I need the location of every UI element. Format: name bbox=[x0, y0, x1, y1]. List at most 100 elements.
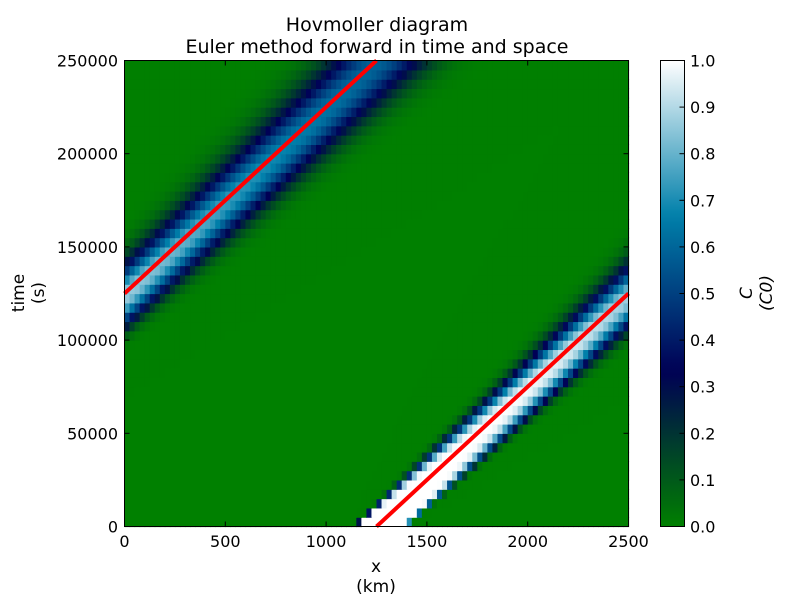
heatmap-cell bbox=[371, 256, 378, 267]
heatmap-cell bbox=[149, 451, 156, 462]
heatmap-cell bbox=[542, 144, 549, 155]
heatmap-cell bbox=[310, 433, 317, 444]
heatmap-cell bbox=[462, 507, 468, 518]
heatmap-cell bbox=[341, 190, 347, 201]
heatmap-cell bbox=[270, 79, 277, 90]
heatmap-cell bbox=[426, 293, 433, 304]
heatmap-cell bbox=[452, 218, 458, 229]
heatmap-cell bbox=[356, 218, 362, 229]
heatmap-cell bbox=[598, 246, 604, 257]
heatmap-cell bbox=[255, 88, 262, 99]
heatmap-cell bbox=[356, 461, 362, 472]
heatmap-cell bbox=[200, 405, 206, 416]
heatmap-cell bbox=[240, 97, 247, 108]
heatmap-cell bbox=[517, 265, 524, 276]
heatmap-cell bbox=[527, 97, 534, 108]
heatmap-cell bbox=[573, 172, 579, 183]
heatmap-cell bbox=[487, 386, 494, 397]
heatmap-cell bbox=[492, 312, 499, 323]
heatmap-cell bbox=[260, 163, 267, 173]
heatmap-cell bbox=[396, 265, 403, 276]
heatmap-cell bbox=[557, 498, 564, 509]
heatmap-cell bbox=[300, 125, 307, 136]
heatmap-cell bbox=[366, 107, 373, 118]
heatmap-cell bbox=[421, 125, 428, 136]
heatmap-cell bbox=[149, 414, 156, 425]
heatmap-cell bbox=[573, 237, 579, 248]
heatmap-cell bbox=[472, 69, 478, 80]
heatmap-cell bbox=[537, 349, 544, 360]
heatmap-cell bbox=[583, 302, 589, 313]
heatmap-cell bbox=[588, 172, 594, 183]
heatmap-cell bbox=[447, 237, 453, 248]
heatmap-cell bbox=[210, 69, 216, 80]
heatmap-cell bbox=[436, 69, 443, 80]
heatmap-cell bbox=[537, 135, 544, 145]
heatmap-cell bbox=[391, 172, 398, 183]
heatmap-cell bbox=[356, 442, 362, 453]
heatmap-cell bbox=[195, 209, 201, 220]
heatmap-cell bbox=[527, 423, 534, 434]
heatmap-cell bbox=[371, 405, 378, 416]
heatmap-cell bbox=[426, 135, 433, 145]
heatmap-cell bbox=[512, 321, 519, 332]
heatmap-cell bbox=[215, 302, 221, 313]
heatmap-cell bbox=[220, 312, 226, 323]
heatmap-cell bbox=[537, 284, 544, 295]
heatmap-cell bbox=[557, 368, 564, 378]
heatmap-cell bbox=[149, 517, 156, 528]
heatmap-cell bbox=[593, 414, 599, 425]
heatmap-cell bbox=[305, 414, 312, 425]
heatmap-cell bbox=[431, 405, 438, 416]
heatmap-cell bbox=[255, 451, 262, 462]
heatmap-cell bbox=[361, 451, 368, 462]
heatmap-cell bbox=[361, 377, 368, 388]
heatmap-cell bbox=[250, 489, 257, 500]
heatmap-cell bbox=[583, 218, 589, 229]
heatmap-cell bbox=[578, 461, 584, 472]
heatmap-cell bbox=[381, 69, 388, 80]
heatmap-cell bbox=[593, 246, 599, 257]
heatmap-cell bbox=[179, 284, 186, 295]
heatmap-cell bbox=[300, 386, 307, 397]
heatmap-cell bbox=[532, 144, 539, 155]
heatmap-cell bbox=[426, 125, 433, 136]
heatmap-cell bbox=[487, 451, 494, 462]
heatmap-cell bbox=[507, 60, 514, 71]
heatmap-cell bbox=[270, 358, 277, 369]
heatmap-cell bbox=[497, 265, 504, 276]
heatmap-cell bbox=[608, 265, 614, 276]
heatmap-cell bbox=[492, 228, 499, 239]
heatmap-cell bbox=[522, 302, 529, 313]
heatmap-cell bbox=[295, 349, 302, 360]
heatmap-cell bbox=[331, 246, 337, 257]
heatmap-cell bbox=[573, 200, 579, 211]
heatmap-cell bbox=[482, 144, 488, 155]
heatmap-cell bbox=[139, 507, 146, 518]
heatmap-cell bbox=[336, 135, 342, 145]
heatmap-cell bbox=[179, 442, 186, 453]
heatmap-cell bbox=[134, 265, 141, 276]
heatmap-cell bbox=[144, 442, 151, 453]
heatmap-cell bbox=[205, 163, 211, 173]
heatmap-cell bbox=[134, 386, 141, 397]
heatmap-cell bbox=[401, 172, 408, 183]
heatmap-cell bbox=[452, 181, 458, 192]
heatmap-cell bbox=[391, 256, 398, 267]
heatmap-cell bbox=[396, 246, 403, 257]
heatmap-cell bbox=[603, 321, 609, 332]
heatmap-cell bbox=[331, 88, 337, 99]
heatmap-cell bbox=[336, 237, 342, 248]
heatmap-cell bbox=[174, 396, 181, 406]
heatmap-cell bbox=[129, 312, 136, 323]
heatmap-cell bbox=[225, 256, 231, 267]
heatmap-cell bbox=[351, 423, 357, 434]
heatmap-cell bbox=[411, 358, 418, 369]
heatmap-cell bbox=[290, 237, 297, 248]
heatmap-cell bbox=[613, 190, 620, 201]
heatmap-cell bbox=[154, 97, 161, 108]
heatmap-cell bbox=[603, 209, 609, 220]
heatmap-cell bbox=[457, 125, 463, 136]
heatmap-cell bbox=[512, 442, 519, 453]
heatmap-cell bbox=[467, 237, 473, 248]
